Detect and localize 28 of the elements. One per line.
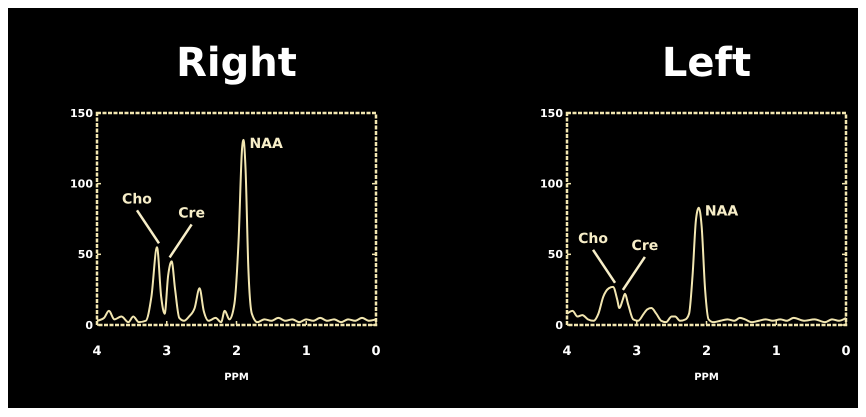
- x-tick-label: 2: [232, 344, 242, 359]
- x-tick-label: 1: [772, 344, 781, 359]
- x-axis-title: PPM: [694, 372, 719, 383]
- annotation: NAA: [704, 204, 738, 220]
- x-axis-title: PPM: [224, 372, 249, 383]
- y-tick-label: 0: [555, 318, 564, 332]
- x-tick-label: 0: [841, 344, 851, 359]
- y-tick-label: 50: [78, 248, 94, 262]
- x-tick-label: 3: [632, 344, 642, 359]
- y-tick-label: 150: [70, 106, 94, 120]
- x-tick-label: 0: [371, 344, 381, 359]
- x-tick-label: 4: [92, 344, 102, 359]
- x-tick-label: 1: [302, 344, 311, 359]
- annotation: Cre: [632, 238, 658, 254]
- y-tick-label: 0: [85, 318, 94, 332]
- x-tick-label: 2: [702, 344, 712, 359]
- annotation: Cho: [578, 230, 608, 247]
- y-tick-label: 150: [540, 106, 564, 120]
- y-tick-label: 100: [540, 178, 564, 191]
- chart-title: Right: [176, 40, 297, 86]
- y-tick-label: 100: [70, 178, 94, 191]
- x-tick-label: 3: [162, 344, 172, 359]
- annotation: Cre: [178, 205, 205, 222]
- x-tick-label: 4: [562, 344, 572, 359]
- chart-title: Left: [662, 40, 752, 86]
- annotation: NAA: [249, 136, 284, 152]
- annotation: Cho: [122, 191, 152, 208]
- y-tick-label: 50: [548, 248, 564, 262]
